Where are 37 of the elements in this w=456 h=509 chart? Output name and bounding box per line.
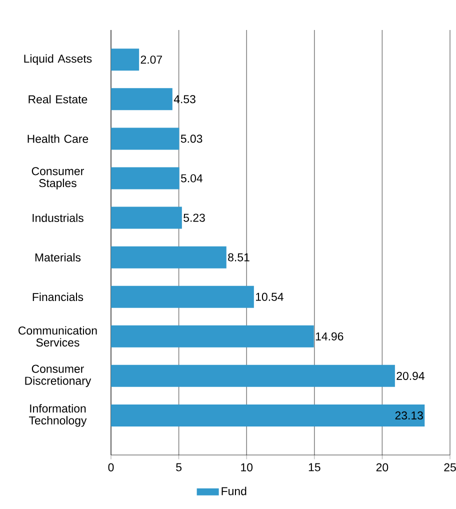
y-tick-label: Consumer Discretionary <box>25 364 92 388</box>
y-tick-label: Communication Services <box>18 326 97 347</box>
x-tick-label: 10 <box>241 463 253 472</box>
bar <box>111 167 180 190</box>
bar <box>111 325 314 348</box>
x-tick-label: 15 <box>308 463 320 472</box>
data-label: 5.03 <box>180 134 202 143</box>
x-tick-label: 20 <box>376 463 388 472</box>
y-tick-label: Industrials <box>32 214 84 222</box>
y-tick-label: Consumer Staples <box>32 167 84 190</box>
data-label: 5.04 <box>180 174 202 182</box>
x-tick-label: 0 <box>108 463 114 472</box>
data-label: 10.54 <box>256 292 284 301</box>
y-tick-label: Financials <box>32 292 84 302</box>
bar <box>111 404 425 426</box>
y-tick-label: Liquid Assets <box>24 54 92 65</box>
legend-label: Fund <box>222 486 246 496</box>
data-label: 23.13 <box>395 411 423 420</box>
bar <box>111 128 180 150</box>
data-label: 14.96 <box>316 332 344 340</box>
data-label: 8.51 <box>228 253 250 262</box>
x-tick-label: 25 <box>444 463 456 472</box>
bar <box>111 246 226 268</box>
bar <box>111 48 140 71</box>
bar <box>111 286 254 308</box>
data-label: 20.94 <box>396 372 424 380</box>
bar <box>111 206 182 229</box>
y-tick-label: Health Care <box>28 134 88 143</box>
bar <box>111 88 172 110</box>
y-tick-label: Materials <box>35 253 81 262</box>
data-label: 4.53 <box>174 95 196 104</box>
bar <box>111 364 395 387</box>
data-label: 5.23 <box>184 214 205 222</box>
y-tick-label: Information Technology <box>28 404 87 427</box>
y-tick-label: Real Estate <box>28 94 88 104</box>
x-tick-label: 5 <box>176 463 182 472</box>
data-label: 2.07 <box>140 56 162 64</box>
